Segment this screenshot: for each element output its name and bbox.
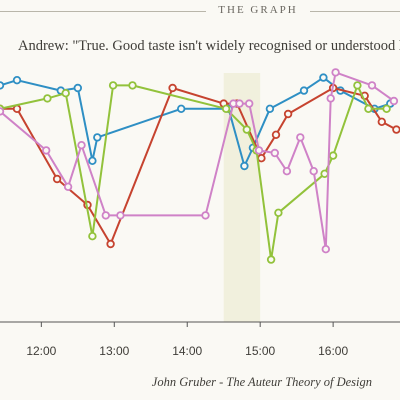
data-point[interactable] xyxy=(0,107,5,116)
data-point[interactable] xyxy=(331,68,340,77)
data-point[interactable] xyxy=(367,81,377,90)
data-point[interactable] xyxy=(0,81,5,90)
series-line xyxy=(0,87,397,245)
data-point[interactable] xyxy=(377,117,386,126)
x-tick-label: 15:00 xyxy=(245,344,275,358)
series-layer xyxy=(0,68,400,264)
data-point[interactable] xyxy=(43,94,52,103)
data-point[interactable] xyxy=(274,208,283,217)
data-point[interactable] xyxy=(283,109,293,119)
data-point[interactable] xyxy=(73,83,82,93)
data-point[interactable] xyxy=(235,99,244,108)
x-axis-ticks: 12:00 13:00 14:00 15:00 16:00 xyxy=(26,322,348,358)
data-point[interactable] xyxy=(254,146,264,155)
quote-text: Andrew: "True. Good taste isn't widely r… xyxy=(18,38,400,54)
data-point[interactable] xyxy=(128,81,137,90)
data-point[interactable] xyxy=(61,88,70,98)
data-point[interactable] xyxy=(108,81,118,90)
series-line xyxy=(0,71,395,251)
data-point[interactable] xyxy=(319,73,328,82)
data-point[interactable] xyxy=(242,125,251,134)
data-point[interactable] xyxy=(221,104,231,113)
data-point[interactable] xyxy=(63,182,73,191)
data-point[interactable] xyxy=(364,104,373,113)
caption-text: John Gruber - The Auteur Theory of Desig… xyxy=(151,375,372,389)
data-point[interactable] xyxy=(12,75,22,85)
data-point[interactable] xyxy=(106,239,115,249)
data-point[interactable] xyxy=(52,174,62,184)
data-point[interactable] xyxy=(93,133,102,142)
data-point[interactable] xyxy=(88,231,97,241)
data-point[interactable] xyxy=(176,104,186,113)
data-point[interactable] xyxy=(309,166,318,176)
header-rule-right xyxy=(310,11,400,12)
data-point[interactable] xyxy=(101,211,110,220)
series-4 xyxy=(0,68,399,254)
data-point[interactable] xyxy=(282,166,292,176)
data-point[interactable] xyxy=(265,104,275,113)
data-point[interactable] xyxy=(116,211,125,220)
data-point[interactable] xyxy=(271,130,281,139)
series-3 xyxy=(0,81,391,264)
data-point[interactable] xyxy=(328,151,338,160)
data-point[interactable] xyxy=(240,161,249,171)
header-rule-left xyxy=(0,11,206,12)
data-point[interactable] xyxy=(382,104,391,113)
data-point[interactable] xyxy=(353,81,362,90)
series-line xyxy=(0,84,387,261)
data-point[interactable] xyxy=(88,156,97,165)
data-point[interactable] xyxy=(326,94,335,103)
data-point[interactable] xyxy=(321,244,330,254)
x-tick-label: 16:00 xyxy=(318,344,348,358)
data-point[interactable] xyxy=(244,99,254,108)
data-point[interactable] xyxy=(320,169,329,178)
data-point[interactable] xyxy=(299,86,309,95)
data-point[interactable] xyxy=(42,146,51,155)
data-point[interactable] xyxy=(201,211,210,220)
data-point[interactable] xyxy=(389,96,399,106)
data-point[interactable] xyxy=(266,255,276,264)
x-tick-label: 14:00 xyxy=(172,344,202,358)
data-point[interactable] xyxy=(392,125,400,134)
section-title: THE GRAPH xyxy=(218,4,298,16)
data-point[interactable] xyxy=(257,153,266,163)
data-point[interactable] xyxy=(270,148,279,158)
data-point[interactable] xyxy=(296,133,305,142)
data-point[interactable] xyxy=(77,140,86,150)
data-point[interactable] xyxy=(168,83,177,93)
x-tick-label: 12:00 xyxy=(26,344,56,358)
x-tick-label: 13:00 xyxy=(99,344,129,358)
